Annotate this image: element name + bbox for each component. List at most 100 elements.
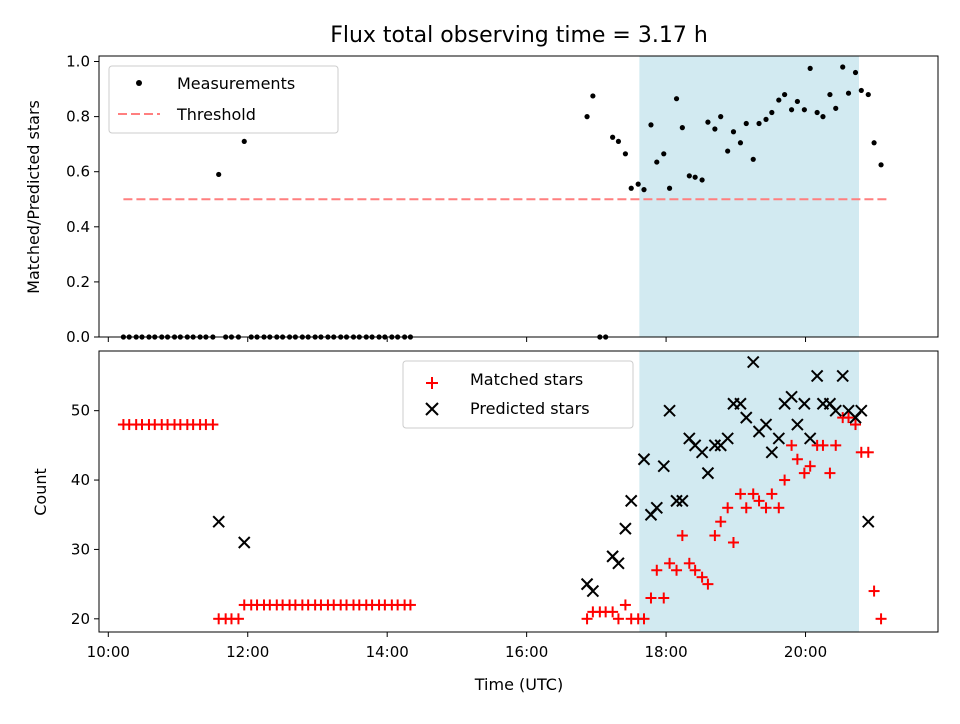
predicted-star-marker — [670, 494, 683, 508]
x-tick-label: 12:00 — [226, 643, 269, 661]
matched-star-marker — [404, 599, 416, 611]
predicted-star-marker — [862, 515, 875, 528]
measurement-point — [865, 91, 871, 98]
y-tick-label: 0.6 — [66, 163, 90, 181]
measurement-point — [648, 122, 654, 128]
matched-star-marker — [740, 502, 752, 514]
matched-star-marker — [817, 439, 829, 451]
matched-star-marker — [683, 557, 695, 569]
measurement-point — [833, 105, 839, 111]
matched-star-marker — [607, 606, 619, 618]
predicted-star-marker — [708, 439, 722, 452]
matched-star-marker — [734, 488, 746, 500]
measurement-point — [615, 138, 622, 145]
measurement-point — [635, 181, 641, 187]
predicted-star-marker — [740, 411, 753, 424]
predicted-star-marker — [619, 522, 632, 535]
measurement-point — [705, 119, 711, 125]
matched-star-marker — [766, 488, 778, 500]
measurement-points — [120, 64, 884, 340]
measurement-point — [686, 173, 692, 179]
predicted-star-marker — [721, 432, 734, 445]
predicted-star-marker — [657, 459, 670, 473]
matched-star-marker — [849, 419, 861, 431]
x-tick-label: 20:00 — [784, 643, 827, 661]
top-panel: 0.0 0.2 0.4 0.6 0.8 1.0 Matched/Predicted sta… — [24, 53, 939, 346]
matched-star-marker — [753, 495, 765, 507]
matched-star-marker — [830, 439, 842, 451]
legend-threshold-label: Threshold — [176, 105, 256, 124]
measurement-point — [878, 162, 884, 168]
measurement-point — [743, 120, 749, 127]
measurement-point — [820, 114, 826, 120]
predicted-star-marker — [791, 418, 804, 431]
matched-star-marker — [612, 613, 624, 625]
matched-star-marker — [581, 613, 593, 625]
chart-title: Flux total observing time = 3.17 h — [330, 23, 708, 48]
matched-star-marker — [651, 564, 663, 576]
predicted-star-marker — [772, 432, 786, 445]
y-tick-label: 30 — [71, 540, 90, 558]
matched-star-marker — [638, 613, 650, 625]
matched-star-marker — [843, 412, 855, 424]
measurement-point — [673, 96, 680, 102]
top-axes-frame — [98, 55, 939, 338]
predicted-star-marker — [765, 446, 779, 459]
y-tick-label: 0.2 — [66, 273, 90, 291]
matched-star-marker — [696, 571, 708, 583]
top-x-ticks — [107, 337, 807, 342]
matched-star-marker — [664, 557, 676, 569]
measurement-point — [216, 171, 222, 178]
matched-star-marker — [804, 460, 816, 472]
top-y-axis-label: Matched/Predicted stars — [24, 100, 43, 294]
predicted-star-marker — [586, 584, 600, 598]
predicted-star-marker — [637, 453, 651, 466]
matched-star-marker — [760, 502, 772, 514]
bottom-x-ticks: 10:00 12:00 14:00 16:00 18:00 20:00 — [87, 632, 827, 661]
legend-measurements-label: Measurements — [177, 74, 295, 93]
predicted-star-marker — [798, 397, 811, 410]
bottom-y-axis-label: Count — [31, 468, 50, 516]
predicted-star-marker — [803, 432, 817, 445]
top-y-ticks: 0.0 0.2 0.4 0.6 0.8 1.0 — [66, 53, 99, 346]
bottom-legend: Matched stars Predicted stars — [402, 360, 634, 429]
predicted-star-marker — [238, 536, 251, 549]
predicted-star-marker — [785, 390, 798, 403]
legend-predicted-label: Predicted stars — [470, 399, 590, 418]
matched-star-marker — [645, 592, 657, 604]
measurement-point — [730, 129, 737, 135]
matched-star-marker — [709, 530, 721, 542]
predicted-star-marker — [701, 466, 715, 480]
x-tick-label: 14:00 — [366, 643, 409, 661]
measurement-point — [666, 185, 673, 191]
measurement-point — [610, 134, 616, 140]
measurement-point — [858, 87, 864, 94]
predicted-star-marker — [759, 418, 773, 431]
measurement-point — [692, 174, 698, 180]
measurement-point — [718, 114, 724, 120]
measurement-point — [814, 109, 820, 116]
x-tick-label: 16:00 — [505, 643, 548, 661]
matched-star-marker — [207, 419, 219, 431]
matched-star-marker — [747, 488, 759, 500]
matched-star-marker — [671, 564, 683, 576]
y-tick-label: 1.0 — [66, 53, 90, 71]
predicted-star-marker — [676, 494, 689, 508]
matched-star-marker — [786, 439, 798, 451]
measurement-point — [827, 91, 833, 98]
predicted-star-marker — [734, 397, 747, 410]
y-tick-label: 0.0 — [66, 328, 90, 346]
observing-window-band — [639, 56, 859, 337]
predicted-star-marker — [625, 494, 638, 508]
measurement-point — [725, 148, 731, 154]
measurement-point — [737, 140, 744, 146]
matched-star-marker — [773, 502, 785, 514]
measurement-point — [590, 93, 596, 99]
y-tick-label: 0.8 — [66, 108, 90, 126]
measurement-point — [776, 97, 782, 103]
measurement-point — [782, 91, 788, 98]
matched-star-marker — [722, 502, 734, 514]
measurement-point — [763, 116, 769, 122]
x-axis-label: Time (UTC) — [474, 675, 563, 694]
